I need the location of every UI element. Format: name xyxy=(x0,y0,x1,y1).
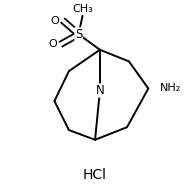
Text: NH₂: NH₂ xyxy=(160,84,181,94)
Text: O: O xyxy=(51,16,59,26)
Text: NH₂: NH₂ xyxy=(160,84,181,94)
Text: S: S xyxy=(75,28,82,41)
Text: O: O xyxy=(49,39,57,49)
Text: S: S xyxy=(75,28,82,41)
Text: CH₃: CH₃ xyxy=(72,4,93,14)
Text: HCl: HCl xyxy=(83,168,107,182)
Text: CH₃: CH₃ xyxy=(72,4,93,14)
Text: O: O xyxy=(51,16,59,26)
Text: O: O xyxy=(49,39,57,49)
Text: N: N xyxy=(96,84,104,97)
Text: N: N xyxy=(96,84,104,97)
